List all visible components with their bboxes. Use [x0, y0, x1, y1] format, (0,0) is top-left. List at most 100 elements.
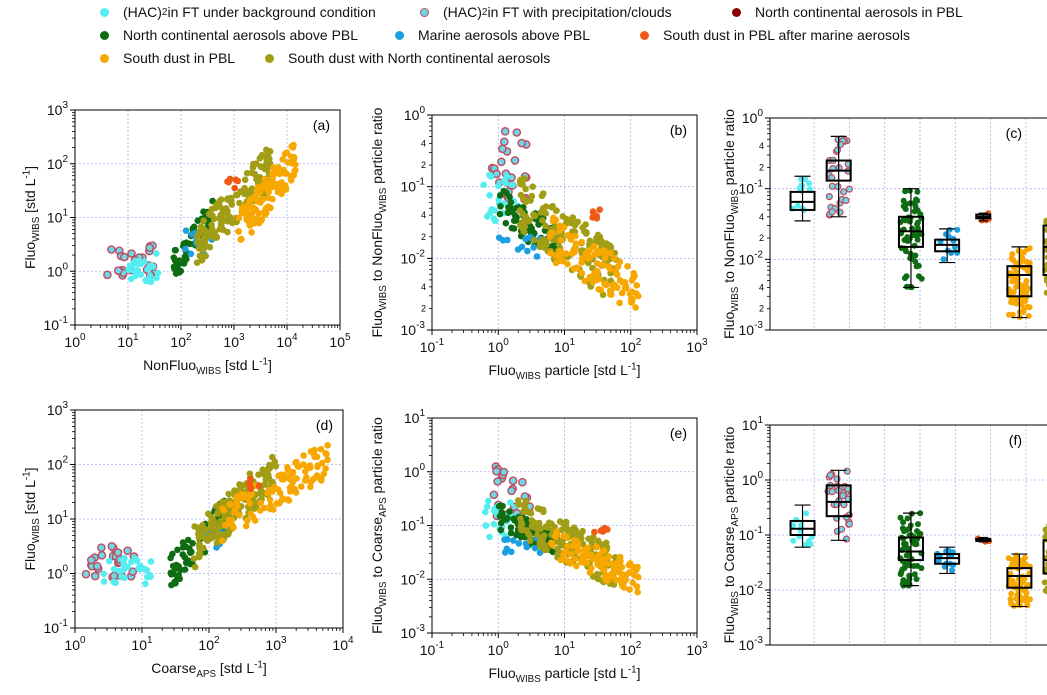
point-hac_bg — [488, 206, 496, 213]
y-tick-label: 103 — [47, 400, 69, 418]
point-dust_nc — [598, 238, 605, 245]
legend-item-marine: Marine aerosols above PBL — [395, 27, 590, 43]
point-dust_pbl — [270, 171, 277, 179]
point-marine — [522, 235, 529, 243]
y-minor-label: 4 — [421, 210, 426, 220]
plot-area — [789, 467, 1047, 609]
box-dust_pbl — [1006, 246, 1033, 319]
point-dust_nc — [263, 164, 271, 172]
point-dust_pbl — [278, 190, 285, 198]
point-dust_nc — [200, 217, 207, 224]
point-nc_above — [186, 240, 193, 248]
point-dust_nc — [213, 503, 220, 510]
point-hac_precip — [145, 243, 154, 252]
point-hac_bg — [793, 516, 800, 523]
point-dust_nc — [517, 176, 524, 184]
point-dust_nc — [272, 463, 280, 470]
point-dust_nc — [207, 211, 214, 219]
point-nc_above — [497, 203, 504, 210]
point-dust_nc — [255, 471, 262, 479]
box-iqr — [1006, 265, 1033, 298]
legend-superscript: 2 — [481, 6, 488, 18]
point-dust_nc — [191, 563, 199, 571]
point-dust_pbl — [1012, 562, 1019, 569]
point-dust_pbl — [1026, 260, 1033, 266]
point-dust_pbl — [571, 244, 579, 252]
point-nc_above — [187, 549, 194, 556]
y-axis-label: FluoWIBS [std L-1] — [21, 467, 42, 570]
point-dust_pbl — [284, 466, 292, 474]
point-nc_above — [171, 246, 179, 254]
point-dust_nc — [556, 518, 564, 525]
point-dust_pbl — [248, 491, 255, 498]
point-dust_nc — [534, 505, 542, 512]
point-dust_pbl — [317, 445, 325, 453]
x-tick-label: 103 — [686, 640, 708, 658]
point-nc_above — [508, 224, 516, 232]
point-dust_nc — [1043, 289, 1047, 296]
point-dust_nc — [217, 211, 225, 219]
point-dust_pbl — [300, 452, 307, 459]
point-nc_above — [901, 528, 908, 535]
x-tick-label: 102 — [620, 337, 642, 355]
point-nc_above — [913, 576, 920, 583]
y-tick-label: 100 — [404, 105, 426, 123]
point-hac_precip — [107, 245, 116, 254]
box-hac_bg — [789, 175, 816, 222]
legend-label: Marine aerosols above PBL — [418, 27, 590, 43]
point-dust_nc — [217, 196, 225, 203]
point-hac_bg — [802, 176, 809, 183]
legend-label: (HAC) — [443, 4, 482, 20]
point-dust_pbl — [589, 555, 597, 562]
point-dust_nc — [211, 519, 218, 526]
point-hac_precip — [120, 252, 129, 262]
point-dust_nc — [213, 533, 220, 540]
point-dust_nc — [1044, 226, 1047, 233]
point-dust_nc — [530, 519, 538, 526]
legend-label: South dust in PBL — [123, 50, 236, 66]
point-nc_above — [915, 521, 921, 528]
box-dust_after_marine — [975, 212, 992, 222]
point-dust_pbl — [610, 254, 618, 262]
point-dust_nc — [243, 169, 251, 177]
point-hac_bg — [790, 522, 797, 529]
point-dust_pbl — [597, 557, 605, 565]
point-dust_pbl — [287, 172, 294, 180]
point-dust_pbl — [581, 546, 589, 554]
point-dust_pbl — [275, 472, 282, 480]
point-hac_bg — [807, 541, 814, 548]
point-hac_bg — [491, 507, 498, 515]
y-tick-label: 100 — [47, 564, 69, 582]
point-dust_nc — [518, 526, 525, 534]
point-dust_nc — [199, 522, 206, 529]
point-dust_pbl — [612, 576, 620, 584]
box-marine — [934, 228, 961, 264]
point-dust_pbl — [594, 268, 601, 275]
point-dust_pbl — [599, 548, 606, 555]
point-hac_precip — [842, 535, 851, 543]
x-axis-label: NonFluoWIBS [std L-1] — [143, 356, 272, 377]
point-dust_pbl — [1023, 590, 1030, 596]
point-dust_pbl — [236, 511, 243, 519]
point-dust_pbl — [569, 250, 576, 257]
point-hac_precip — [498, 144, 507, 154]
point-nc_above — [497, 519, 505, 527]
point-dust_pbl — [593, 247, 601, 254]
legend-item-dust_after_marine: South dust in PBL after marine aerosols — [640, 27, 910, 43]
x-tick-label: 100 — [64, 332, 86, 350]
legend-marker — [640, 30, 649, 40]
point-dust_nc — [526, 537, 534, 545]
point-dust_pbl — [227, 501, 234, 508]
point-dust_pbl — [553, 533, 560, 540]
point-nc_above — [179, 539, 187, 546]
point-hac_bg — [133, 557, 141, 565]
point-dust_pbl — [1009, 556, 1016, 563]
point-nc_above — [184, 536, 192, 544]
point-marine — [518, 243, 526, 251]
legend: (HAC) 2 in FT under background condition(… — [0, 0, 1047, 80]
point-nc_above — [914, 528, 920, 535]
point-dust_pbl — [282, 184, 290, 191]
point-dust_pbl — [289, 469, 297, 477]
point-dust_pbl — [603, 281, 610, 289]
point-dust_nc — [227, 197, 234, 205]
